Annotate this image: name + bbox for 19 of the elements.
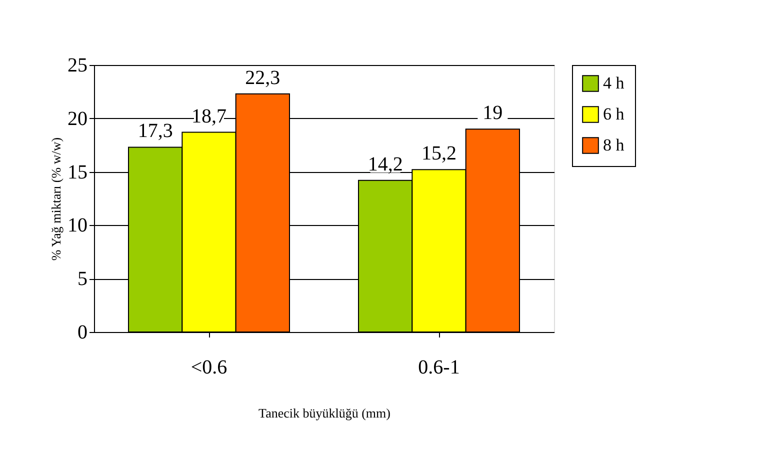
- x-tick-label: 0.6-1: [418, 356, 460, 378]
- data-label: 15,2: [422, 142, 456, 165]
- y-tick-label: 25: [68, 54, 88, 76]
- legend-label: 8 h: [603, 136, 625, 154]
- legend-label: 4 h: [603, 74, 625, 92]
- x-axis-title: Tanecik büyüklüğü (mm): [258, 406, 390, 420]
- data-label: 14,2: [368, 153, 403, 176]
- x-tick-label: <0.6: [190, 356, 228, 378]
- y-tick-label: 5: [78, 268, 88, 290]
- y-tick-label: 15: [68, 161, 88, 184]
- legend-label: 6 h: [603, 104, 625, 124]
- data-label: 22,3: [245, 66, 280, 89]
- data-label: 17,3: [138, 120, 173, 142]
- y-tick-label: 10: [68, 214, 88, 237]
- data-label: 18,7: [192, 105, 226, 128]
- y-axis-title: % Yağ miktarı (% w/w): [48, 137, 64, 261]
- data-label: 19: [482, 102, 503, 124]
- y-tick-label: 20: [68, 108, 88, 130]
- y-tick-label: 0: [78, 322, 88, 344]
